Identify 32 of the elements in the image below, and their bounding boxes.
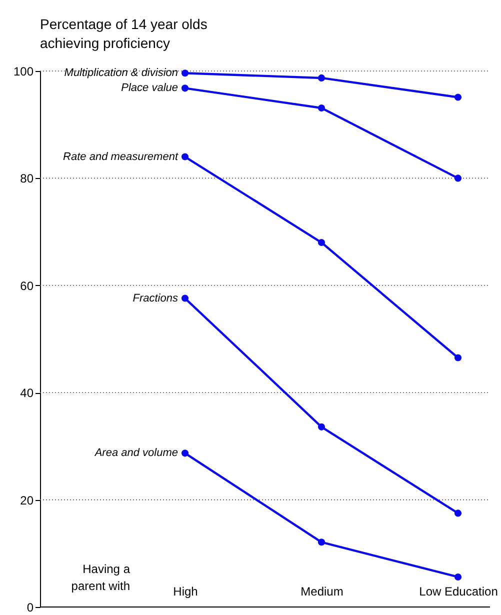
x-tick-label: Medium xyxy=(300,584,344,598)
point xyxy=(318,538,326,546)
point xyxy=(454,510,462,517)
y-tick-label: 60 xyxy=(20,278,34,293)
text: Percentage of 14 year olds xyxy=(40,16,208,32)
y-tick-label: 0 xyxy=(26,600,34,614)
series-label: Rate and measurement xyxy=(63,150,179,163)
point xyxy=(318,74,326,82)
x-tick-label: High xyxy=(173,584,198,598)
series-label: Place value xyxy=(121,82,178,94)
y-tick-label: 100 xyxy=(13,64,34,78)
series-label: Multiplication & division xyxy=(64,67,178,80)
series-label: Fractions xyxy=(132,292,178,304)
point xyxy=(454,174,462,182)
text: achieving proficiency xyxy=(40,35,170,51)
x-tick-label: Low Education xyxy=(419,584,498,598)
point xyxy=(181,153,189,160)
point xyxy=(454,354,462,362)
y-tick-label: 20 xyxy=(20,493,34,508)
point xyxy=(181,84,189,92)
point xyxy=(454,573,462,581)
point xyxy=(454,94,462,101)
y-tick-label: 40 xyxy=(20,386,34,400)
point xyxy=(318,238,326,246)
point xyxy=(181,294,189,302)
series-label: Area and volume xyxy=(94,447,178,460)
point xyxy=(318,104,326,112)
y-tick-label: 80 xyxy=(20,172,34,186)
x-axis-title: Having a parent with xyxy=(71,562,130,593)
point xyxy=(181,450,189,457)
point xyxy=(318,423,326,430)
point xyxy=(181,70,189,77)
